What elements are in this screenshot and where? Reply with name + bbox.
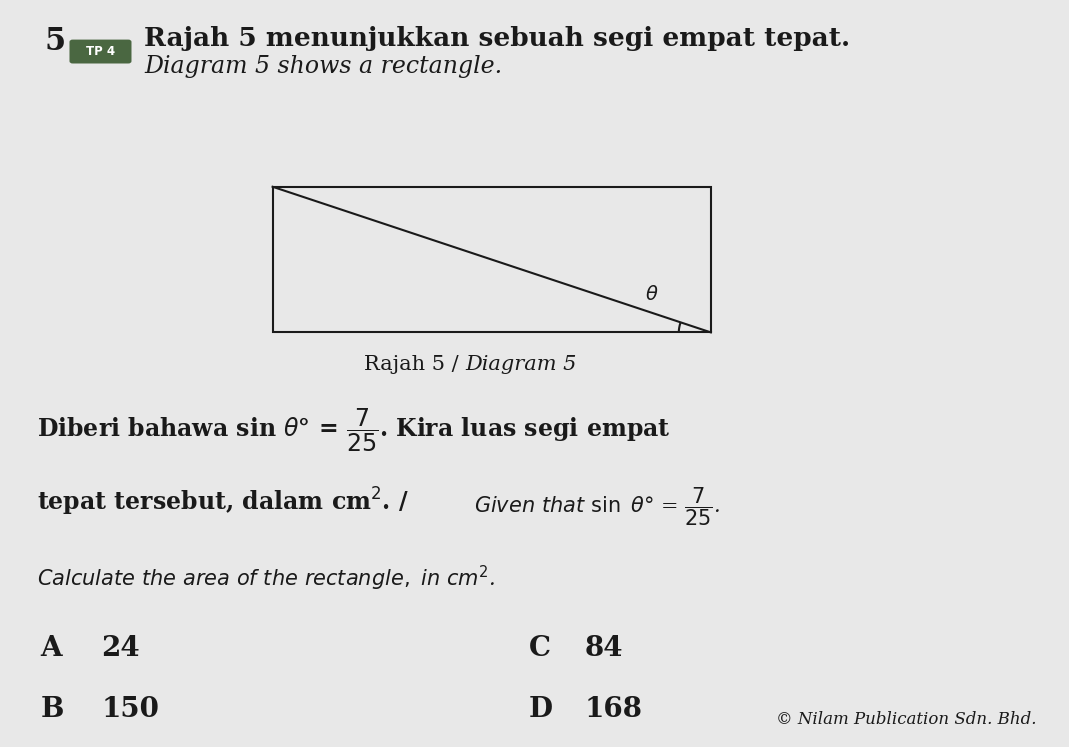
Text: 5: 5 xyxy=(45,26,66,57)
Text: Rajah 5 /: Rajah 5 / xyxy=(363,355,465,374)
Text: 168: 168 xyxy=(585,696,642,723)
Text: $\it{Given\ that\ \sin\ \theta°}$ = $\dfrac{7}{25}$.: $\it{Given\ that\ \sin\ \theta°}$ = $\df… xyxy=(474,486,719,528)
Text: 24: 24 xyxy=(102,635,140,662)
Text: © Nilam Publication Sdn. Bhd.: © Nilam Publication Sdn. Bhd. xyxy=(776,711,1037,728)
Text: B: B xyxy=(41,696,64,723)
Text: A: A xyxy=(41,635,62,662)
FancyBboxPatch shape xyxy=(69,40,131,63)
Text: 84: 84 xyxy=(585,635,623,662)
Bar xyxy=(273,187,711,332)
Text: $\it{Calculate\ the\ area\ of\ the\ rectangle,\ in\ cm}$$^2$.: $\it{Calculate\ the\ area\ of\ the\ rect… xyxy=(37,564,495,593)
Text: tepat tersebut, dalam cm$^2$. /: tepat tersebut, dalam cm$^2$. / xyxy=(37,486,409,518)
Text: C: C xyxy=(529,635,552,662)
Text: $\theta$: $\theta$ xyxy=(646,285,659,304)
Text: TP 4: TP 4 xyxy=(86,45,115,58)
Text: D: D xyxy=(529,696,553,723)
Text: Rajah 5 menunjukkan sebuah segi empat tepat.: Rajah 5 menunjukkan sebuah segi empat te… xyxy=(144,26,851,51)
Text: Diagram 5 shows a rectangle.: Diagram 5 shows a rectangle. xyxy=(144,55,502,78)
Text: 150: 150 xyxy=(102,696,159,723)
Text: Diagram 5: Diagram 5 xyxy=(465,355,576,374)
Text: Diberi bahawa sin $\theta$° = $\dfrac{7}{25}$. Kira luas segi empat: Diberi bahawa sin $\theta$° = $\dfrac{7}… xyxy=(37,407,671,454)
